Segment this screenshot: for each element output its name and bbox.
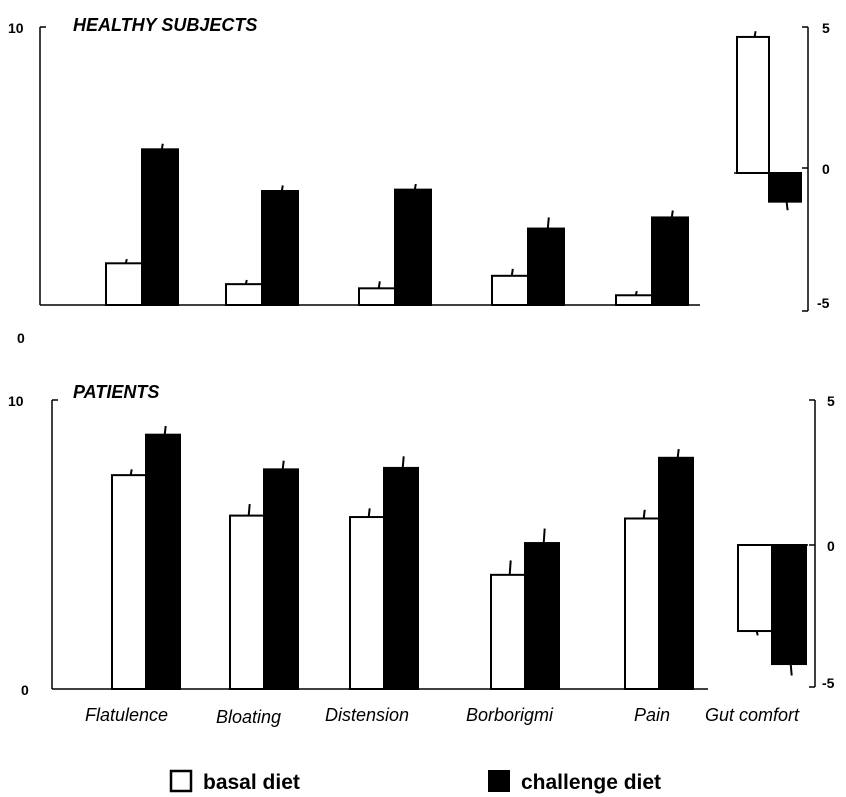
error-bar-basal-diet-flatulence xyxy=(124,258,128,264)
bar-challenge-diet-pain xyxy=(651,216,689,306)
error-bar-basal-diet-distension xyxy=(377,281,381,289)
category-label-distension: Distension xyxy=(325,705,409,725)
category-label-gut-comfort: Gut comfort xyxy=(705,705,800,725)
bar-basal-diet-bloating xyxy=(225,283,263,306)
bottom-panel-title: PATIENTS xyxy=(73,382,159,402)
bar-challenge-diet-distension xyxy=(394,188,432,307)
category-label-pain: Pain xyxy=(634,705,670,725)
top-bars xyxy=(105,31,802,307)
bar-basal-diet-flatulence xyxy=(111,474,147,691)
error-bar-basal-diet-borborigmi xyxy=(508,560,512,575)
error-bar-challenge-diet-distension xyxy=(413,183,417,190)
bar-challenge-diet-flatulence xyxy=(141,148,179,306)
bar-challenge-diet-flatulence xyxy=(145,433,181,690)
category-label-flatulence: Flatulence xyxy=(85,705,168,725)
bottom-left-tick-label-0: 0 xyxy=(21,682,29,698)
bar-basal-diet-flatulence xyxy=(105,262,143,306)
error-bar-challenge-diet-borborigmi xyxy=(546,217,550,229)
error-bar-basal-diet-flatulence xyxy=(129,469,133,476)
error-bar-gut-comfort-challenge xyxy=(789,663,793,676)
category-label-bloating: Bloating xyxy=(216,707,281,727)
error-bar-basal-diet-pain xyxy=(642,509,646,519)
bar-basal-diet-borborigmi xyxy=(490,573,526,690)
bar-basal-diet-distension xyxy=(349,516,385,690)
healthy-subjects-panel: 10 HEALTHY SUBJECTS 5 0 -5 xyxy=(8,15,830,312)
bar-gut-comfort-challenge xyxy=(771,544,807,666)
bar-basal-diet-pain xyxy=(615,294,653,306)
bar-challenge-diet-borborigmi xyxy=(527,227,565,306)
bar-basal-diet-borborigmi xyxy=(491,274,529,306)
bottom-left-tick-label-10: 10 xyxy=(8,393,24,409)
legend-swatch-challenge xyxy=(488,770,510,792)
error-bar-gut-comfort-challenge xyxy=(785,201,789,211)
bar-challenge-diet-bloating xyxy=(263,468,299,690)
patients-panel: 10 0 PATIENTS 5 0 -5 Flatulence Bloating… xyxy=(8,382,835,727)
category-label-borborigmi: Borborigmi xyxy=(466,705,554,725)
error-bar-challenge-diet-borborigmi xyxy=(542,528,546,544)
error-bar-challenge-diet-pain xyxy=(676,449,680,458)
error-bar-challenge-diet-bloating xyxy=(280,185,284,192)
error-bar-challenge-diet-flatulence xyxy=(160,143,164,150)
bar-challenge-diet-bloating xyxy=(261,190,299,307)
bar-gut-comfort-challenge xyxy=(768,172,802,203)
bar-challenge-diet-distension xyxy=(383,466,419,691)
error-bar-basal-diet-pain xyxy=(634,290,638,296)
bar-gut-comfort-basal xyxy=(736,35,770,174)
error-bar-gut-comfort-basal xyxy=(753,31,757,38)
legend-swatch-basal xyxy=(169,769,193,793)
error-bar-basal-diet-borborigmi xyxy=(510,268,514,276)
legend-label-challenge: challenge diet xyxy=(521,771,661,794)
error-bar-challenge-diet-bloating xyxy=(281,460,285,470)
error-bar-basal-diet-distension xyxy=(367,508,371,518)
error-bar-basal-diet-bloating xyxy=(247,503,251,516)
extra-zero-label: 0 xyxy=(17,330,25,346)
bottom-right-tick-label-5: 5 xyxy=(827,393,835,409)
error-bar-challenge-diet-pain xyxy=(670,210,674,218)
top-right-tick-label-0: 0 xyxy=(822,161,830,177)
bottom-right-tick-label-neg5: -5 xyxy=(822,675,835,691)
top-panel-title: HEALTHY SUBJECTS xyxy=(73,15,257,35)
bottom-bars xyxy=(111,425,807,691)
bottom-right-tick-label-0: 0 xyxy=(827,538,835,554)
top-left-tick-label-10: 10 xyxy=(8,20,24,36)
error-bar-challenge-diet-flatulence xyxy=(163,425,167,435)
error-bar-challenge-diet-distension xyxy=(401,456,405,469)
error-bar-gut-comfort-basal xyxy=(755,630,759,636)
legend: basal diet challenge diet xyxy=(169,769,661,794)
error-bar-basal-diet-bloating xyxy=(244,279,248,285)
bar-basal-diet-distension xyxy=(358,287,396,307)
bar-basal-diet-pain xyxy=(624,517,660,690)
top-right-tick-label-neg5: -5 xyxy=(817,295,830,311)
top-right-tick-label-5: 5 xyxy=(822,20,830,36)
bar-basal-diet-bloating xyxy=(229,514,265,690)
bar-challenge-diet-pain xyxy=(658,456,694,690)
legend-label-basal: basal diet xyxy=(203,771,300,794)
bar-challenge-diet-borborigmi xyxy=(524,542,560,690)
bar-gut-comfort-basal xyxy=(737,544,773,633)
